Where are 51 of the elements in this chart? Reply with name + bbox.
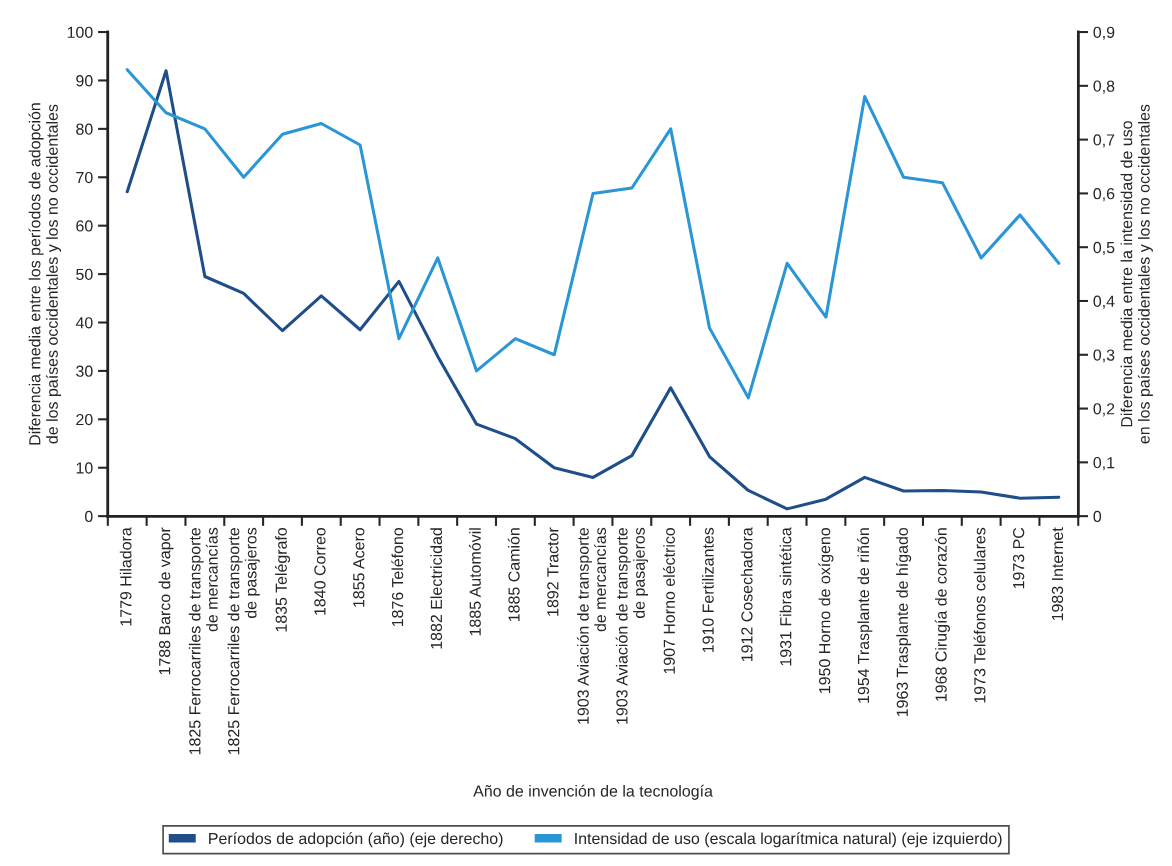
y2-axis-title: Diferencia media entre la intensidad de uso en los países occidentales y los no occidentales bbox=[1120, 104, 1153, 444]
y-tick-label: 100 bbox=[67, 26, 93, 38]
y-tick-label: 0 bbox=[84, 510, 93, 523]
x-tick-label: 1973 PC bbox=[1012, 527, 1025, 589]
x-axis-title: Año de invención de la tecnología bbox=[473, 784, 713, 800]
line-series bbox=[125, 68, 1061, 400]
x-tick-label: 1950 Horno de oxígeno bbox=[818, 527, 834, 693]
x-tick-label: 1885 Camión bbox=[507, 528, 520, 622]
legend-label: Intensidad de uso (escala logarítmica natural) (eje izquierdo) bbox=[575, 832, 1002, 848]
x-tick-label: 1931 Fibra sintética bbox=[779, 527, 792, 666]
legend-label: Períodos de adopción (año) (eje derecho) bbox=[209, 832, 503, 848]
x-tick-label: 1855 Acero bbox=[353, 527, 365, 607]
x-tick-label: 1876 Teléfono bbox=[391, 527, 404, 627]
y2-tick-label: 0,1 bbox=[1093, 456, 1115, 471]
x-tick-label: 1973 Teléfonos celulares bbox=[973, 527, 986, 703]
y-tick-label: 20 bbox=[76, 413, 93, 426]
x-tick-label: 1963 Trasplante de hígado bbox=[896, 527, 912, 717]
x-tick-label: 1968 Cirugía de corazón bbox=[934, 528, 950, 701]
x-tick-label: 1954 Trasplante de riñón bbox=[857, 528, 873, 703]
y-tick-label: 30 bbox=[76, 365, 93, 377]
y-axis-title: Diferencia media entre los períodos de adopción de los países occidentales y los no occidentales bbox=[28, 103, 62, 445]
y2-tick-label: 0,6 bbox=[1093, 188, 1115, 202]
x-tick-label: 1912 Cosechadora bbox=[740, 527, 753, 661]
y-tick-label: 40 bbox=[75, 317, 93, 329]
y-tick-label: 70 bbox=[76, 171, 93, 184]
y2-tick-label: 0,9 bbox=[1093, 26, 1115, 40]
x-tick-label: 1788 Barco de vapor bbox=[158, 527, 174, 675]
y-tick-label: 10 bbox=[76, 462, 93, 474]
x-tick-label: 1907 Horno eléctrico bbox=[663, 527, 675, 674]
x-tick-label: 1910 Fertilizantes bbox=[702, 527, 714, 653]
x-tick-label: 1835 Telégrafo bbox=[274, 527, 291, 632]
x-tick-label: 1840 Correo bbox=[314, 527, 326, 615]
y-tick-label: 90 bbox=[76, 75, 93, 87]
x-tick-label: 1779 Hiladora bbox=[119, 527, 132, 626]
y2-tick-label: 0 bbox=[1093, 510, 1102, 523]
y2-tick-label: 0,8 bbox=[1093, 80, 1115, 94]
x-tick-label: 1825 Ferrocarriles de transporte de mercancías bbox=[188, 527, 218, 755]
y-tick-label: 80 bbox=[76, 123, 93, 135]
x-tick-label: 1885 Automóvil bbox=[468, 528, 481, 636]
x-tick-label: 1892 Tractor bbox=[547, 527, 559, 616]
x-tick-label: 1983 Internet bbox=[1051, 527, 1064, 621]
x-tick-label: 1882 Electricidad bbox=[430, 528, 443, 649]
line-series bbox=[125, 69, 1061, 511]
x-tick-label: 1903 Aviación de transporte de mercancías bbox=[576, 527, 607, 724]
y-tick-label: 50 bbox=[76, 268, 93, 281]
y2-tick-label: 0,5 bbox=[1093, 241, 1115, 256]
y2-tick-label: 0,2 bbox=[1093, 403, 1115, 417]
y2-tick-label: 0,4 bbox=[1093, 295, 1115, 309]
y2-tick-label: 0,7 bbox=[1093, 134, 1115, 148]
y-tick-label: 60 bbox=[76, 220, 93, 232]
y2-tick-label: 0,3 bbox=[1093, 349, 1115, 363]
